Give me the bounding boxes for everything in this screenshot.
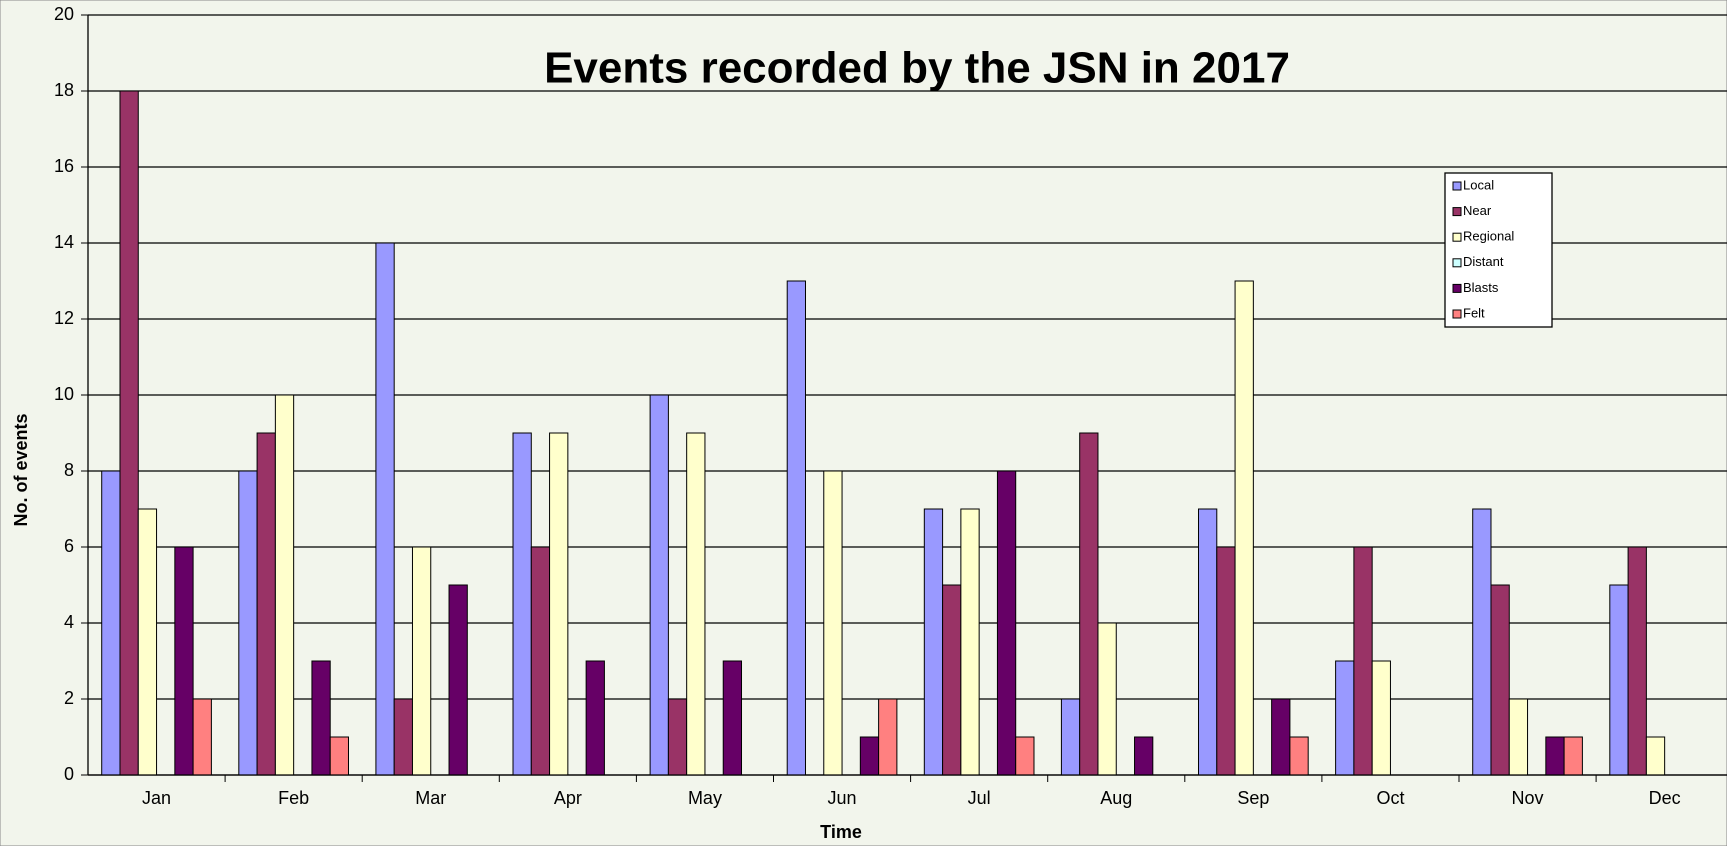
chart-title: Events recorded by the JSN in 2017 bbox=[544, 44, 1290, 93]
bar bbox=[119, 90, 139, 776]
bar bbox=[1335, 660, 1355, 776]
legend-swatch bbox=[1452, 232, 1462, 242]
bar bbox=[823, 470, 843, 776]
bar bbox=[192, 698, 212, 776]
bar bbox=[649, 394, 669, 776]
bar bbox=[256, 432, 276, 776]
bar bbox=[1060, 698, 1081, 776]
bar bbox=[996, 470, 1017, 776]
bar bbox=[393, 698, 413, 776]
x-tick-label: Apr bbox=[554, 788, 582, 808]
x-tick-label: Aug bbox=[1100, 788, 1132, 808]
x-tick-label: Mar bbox=[415, 788, 446, 808]
legend-swatch bbox=[1452, 181, 1462, 191]
bar bbox=[960, 508, 980, 776]
bar bbox=[686, 432, 706, 776]
bar bbox=[530, 546, 551, 776]
y-tick-label: 18 bbox=[54, 80, 74, 100]
legend-label: Regional bbox=[1463, 229, 1514, 244]
bar bbox=[137, 508, 158, 776]
x-axis-label: Time bbox=[820, 822, 862, 842]
legend-label: Blasts bbox=[1463, 280, 1499, 295]
bar bbox=[1289, 736, 1309, 776]
y-tick-label: 0 bbox=[64, 764, 74, 784]
bar bbox=[1234, 280, 1254, 776]
legend-label: Local bbox=[1463, 177, 1494, 192]
bar bbox=[1271, 698, 1291, 776]
bar bbox=[311, 660, 331, 776]
y-axis-label: No. of events bbox=[11, 413, 31, 526]
bar bbox=[238, 470, 258, 776]
y-tick-label: 6 bbox=[64, 536, 74, 556]
y-tick-label: 14 bbox=[54, 232, 74, 252]
bar bbox=[585, 660, 605, 776]
bar bbox=[1545, 736, 1565, 776]
bar bbox=[667, 698, 688, 776]
bar bbox=[329, 736, 349, 776]
bar bbox=[786, 280, 806, 776]
x-tick-label: Oct bbox=[1376, 788, 1404, 808]
y-tick-label: 12 bbox=[54, 308, 74, 328]
bar bbox=[411, 546, 432, 776]
bar bbox=[942, 584, 962, 776]
bar bbox=[1079, 432, 1099, 776]
bar bbox=[1353, 546, 1373, 776]
y-tick-label: 2 bbox=[64, 688, 74, 708]
x-tick-label: Jan bbox=[142, 788, 171, 808]
bar bbox=[1198, 508, 1218, 776]
bar bbox=[448, 584, 468, 776]
bar bbox=[1097, 622, 1117, 776]
bar bbox=[722, 660, 743, 776]
bar bbox=[1134, 736, 1154, 776]
x-tick-label: Sep bbox=[1237, 788, 1269, 808]
bar bbox=[923, 508, 944, 776]
bar bbox=[1490, 584, 1510, 776]
legend-swatch bbox=[1452, 283, 1462, 293]
y-tick-label: 4 bbox=[64, 612, 74, 632]
legend-box bbox=[1444, 172, 1553, 328]
bar bbox=[375, 242, 395, 776]
legend-label: Near bbox=[1463, 203, 1492, 218]
bar bbox=[1563, 736, 1583, 776]
x-tick-label: Jun bbox=[828, 788, 857, 808]
bar bbox=[1609, 584, 1629, 776]
bar bbox=[859, 736, 880, 776]
bar bbox=[1371, 660, 1391, 776]
x-tick-label: May bbox=[688, 788, 722, 808]
bar bbox=[878, 698, 898, 776]
bar bbox=[1645, 736, 1666, 776]
bar bbox=[1472, 508, 1492, 776]
legend-swatch bbox=[1452, 309, 1462, 319]
bar bbox=[1508, 698, 1529, 776]
bar bbox=[1627, 546, 1647, 776]
x-tick-label: Nov bbox=[1512, 788, 1544, 808]
bar bbox=[1015, 736, 1035, 776]
y-tick-label: 8 bbox=[64, 460, 74, 480]
x-tick-label: Dec bbox=[1649, 788, 1681, 808]
bar bbox=[101, 470, 121, 776]
legend-label: Felt bbox=[1463, 305, 1485, 320]
legend-label: Distant bbox=[1463, 254, 1504, 269]
y-tick-label: 10 bbox=[54, 384, 74, 404]
legend-swatch bbox=[1452, 207, 1462, 217]
y-tick-label: 16 bbox=[54, 156, 74, 176]
x-tick-label: Feb bbox=[278, 788, 309, 808]
bar bbox=[512, 432, 532, 776]
bar bbox=[549, 432, 569, 776]
x-tick-label: Jul bbox=[968, 788, 991, 808]
legend-swatch bbox=[1452, 258, 1462, 268]
bar bbox=[1216, 546, 1236, 776]
y-tick-label: 20 bbox=[54, 4, 74, 24]
bar bbox=[174, 546, 194, 776]
bar bbox=[274, 394, 295, 776]
